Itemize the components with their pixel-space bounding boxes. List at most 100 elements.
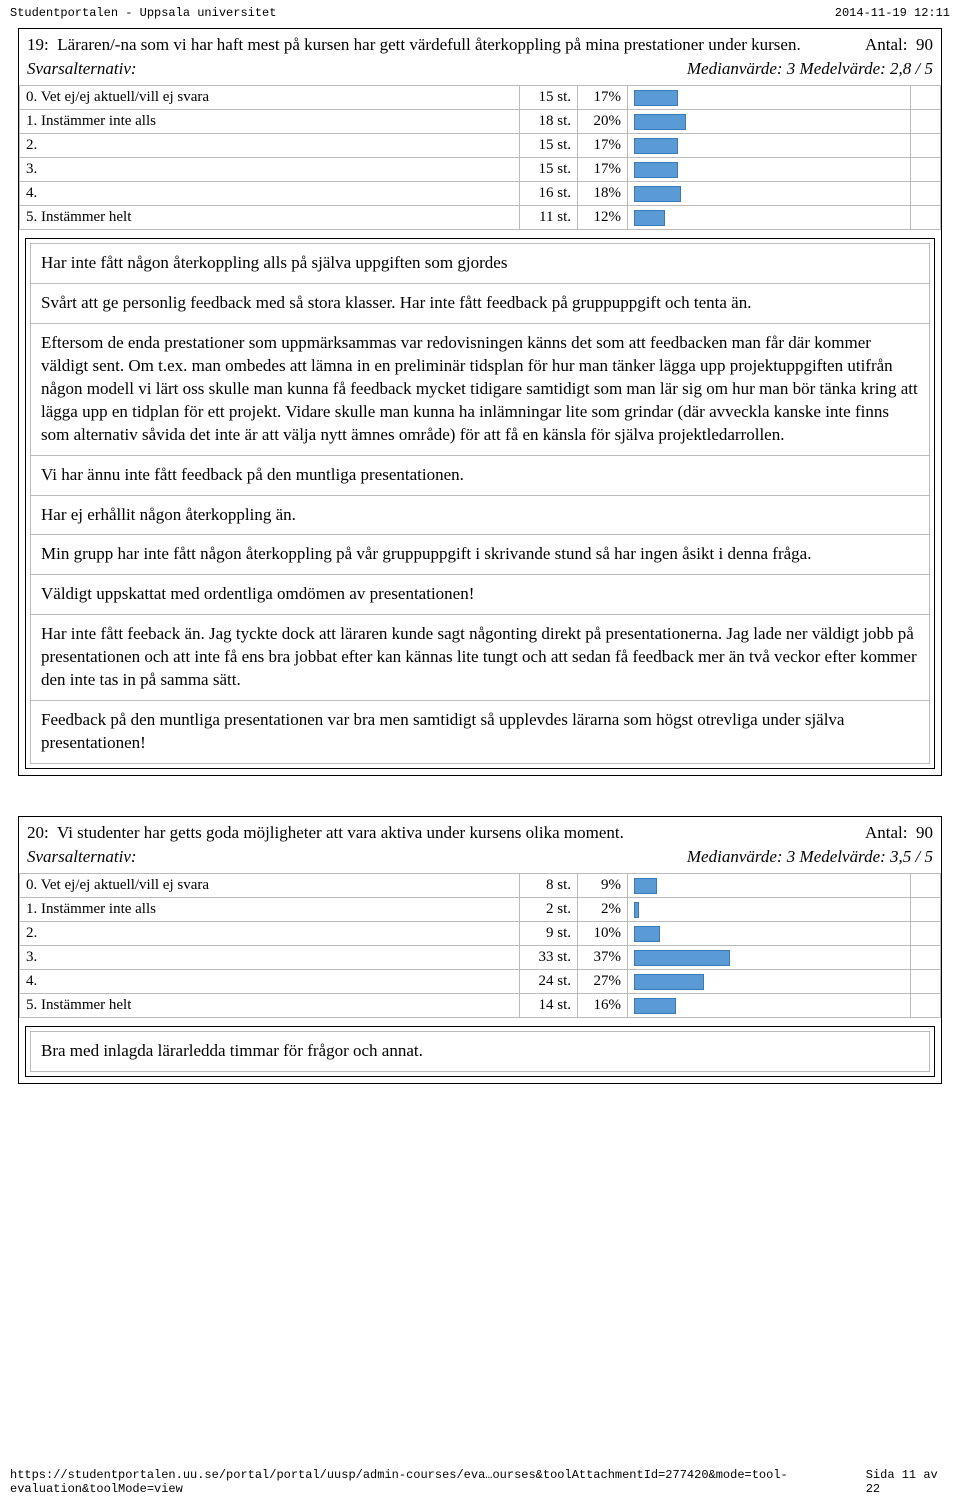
table-row: 5. Instämmer helt11 st.12% [20,206,941,230]
antal-value: 90 [916,35,933,54]
spacer [911,970,941,994]
table-row: 3.15 st.17% [20,158,941,182]
page-footer: https://studentportalen.uu.se/portal/por… [0,1464,960,1502]
table-row: 0. Vet ej/ej aktuell/vill ej svara15 st.… [20,86,941,110]
option-pct: 10% [578,922,628,946]
comment-text: Har inte fått någon återkoppling alls på… [31,244,930,284]
q20-comments: Bra med inlagda lärarledda timmar för fr… [25,1026,935,1077]
bar-fill [634,902,639,918]
spacer [911,134,941,158]
spacer [911,182,941,206]
bar-fill [634,162,678,178]
option-bar [628,182,911,206]
option-bar [628,134,911,158]
footer-left: https://studentportalen.uu.se/portal/por… [10,1468,866,1496]
option-label: 3. [20,946,520,970]
option-label: 1. Instämmer inte alls [20,898,520,922]
comment-text: Bra med inlagda lärarledda timmar för fr… [31,1032,930,1072]
option-bar [628,874,911,898]
bar-fill [634,998,676,1014]
bar-fill [634,114,686,130]
option-pct: 16% [578,994,628,1018]
spacer [911,898,941,922]
option-bar [628,970,911,994]
question-20-text: 20: Vi studenter har getts goda möjlighe… [27,823,865,843]
spacer [911,946,941,970]
comment-text: Har ej erhållit någon återkoppling än. [31,495,930,535]
page-header: Studentportalen - Uppsala universitet 20… [0,0,960,22]
bar-fill [634,210,665,226]
option-bar [628,86,911,110]
option-bar [628,922,911,946]
option-count: 18 st. [520,110,578,134]
option-label: 1. Instämmer inte alls [20,110,520,134]
comment-text: Väldigt uppskattat med ordentliga omdöme… [31,575,930,615]
table-row: 2.15 st.17% [20,134,941,158]
spacer [911,994,941,1018]
bar-fill [634,950,730,966]
option-label: 4. [20,970,520,994]
table-row: 3.33 st.37% [20,946,941,970]
question-20-count: Antal: 90 [865,823,933,843]
comment-text: Har inte fått feeback än. Jag tyckte doc… [31,615,930,701]
spacer [911,158,941,182]
spacer [911,86,941,110]
option-bar [628,110,911,134]
spacer [911,110,941,134]
svars-label: Svarsalternativ: [27,847,137,867]
option-count: 24 st. [520,970,578,994]
option-count: 2 st. [520,898,578,922]
bar-fill [634,138,678,154]
option-label: 0. Vet ej/ej aktuell/vill ej svara [20,86,520,110]
option-label: 3. [20,158,520,182]
option-count: 15 st. [520,134,578,158]
header-right: 2014-11-19 12:11 [835,6,950,20]
option-bar [628,158,911,182]
bar-fill [634,878,657,894]
comment-row: Har inte fått feeback än. Jag tyckte doc… [31,615,930,701]
option-label: 0. Vet ej/ej aktuell/vill ej svara [20,874,520,898]
option-count: 15 st. [520,86,578,110]
comment-text: Eftersom de enda prestationer som uppmär… [31,323,930,455]
question-number: 19: [27,35,49,54]
q19-comments: Har inte fått någon återkoppling alls på… [25,238,935,769]
table-row: 4.16 st.18% [20,182,941,206]
option-pct: 9% [578,874,628,898]
comment-row: Bra med inlagda lärarledda timmar för fr… [31,1032,930,1072]
q20-table: 0. Vet ej/ej aktuell/vill ej svara8 st.9… [19,873,941,1018]
comment-text: Min grupp har inte fått någon återkoppli… [31,535,930,575]
comment-row: Feedback på den muntliga presentationen … [31,701,930,764]
antal-value: 90 [916,823,933,842]
option-pct: 2% [578,898,628,922]
question-19: 19: Läraren/-na som vi har haft mest på … [18,28,942,776]
comment-text: Vi har ännu inte fått feedback på den mu… [31,455,930,495]
question-number: 20: [27,823,49,842]
footer-right: Sida 11 av 22 [866,1468,950,1496]
spacer [911,874,941,898]
comment-row: Vi har ännu inte fått feedback på den mu… [31,455,930,495]
question-20: 20: Vi studenter har getts goda möjlighe… [18,816,942,1084]
comment-row: Eftersom de enda prestationer som uppmär… [31,323,930,455]
header-left: Studentportalen - Uppsala universitet [10,6,276,20]
comment-row: Har inte fått någon återkoppling alls på… [31,244,930,284]
comment-row: Har ej erhållit någon återkoppling än. [31,495,930,535]
stats-label: Medianvärde: 3 Medelvärde: 3,5 / 5 [687,847,933,867]
table-row: 1. Instämmer inte alls2 st.2% [20,898,941,922]
option-pct: 20% [578,110,628,134]
option-bar [628,994,911,1018]
bar-fill [634,926,660,942]
option-count: 15 st. [520,158,578,182]
option-count: 14 st. [520,994,578,1018]
option-pct: 17% [578,134,628,158]
question-19-text: 19: Läraren/-na som vi har haft mest på … [27,35,865,55]
stats-label: Medianvärde: 3 Medelvärde: 2,8 / 5 [687,59,933,79]
option-count: 8 st. [520,874,578,898]
option-pct: 17% [578,158,628,182]
question-19-count: Antal: 90 [865,35,933,55]
q19-table: 0. Vet ej/ej aktuell/vill ej svara15 st.… [19,85,941,230]
option-label: 4. [20,182,520,206]
comment-text: Svårt att ge personlig feedback med så s… [31,283,930,323]
bar-fill [634,186,681,202]
option-label: 5. Instämmer helt [20,206,520,230]
option-pct: 27% [578,970,628,994]
